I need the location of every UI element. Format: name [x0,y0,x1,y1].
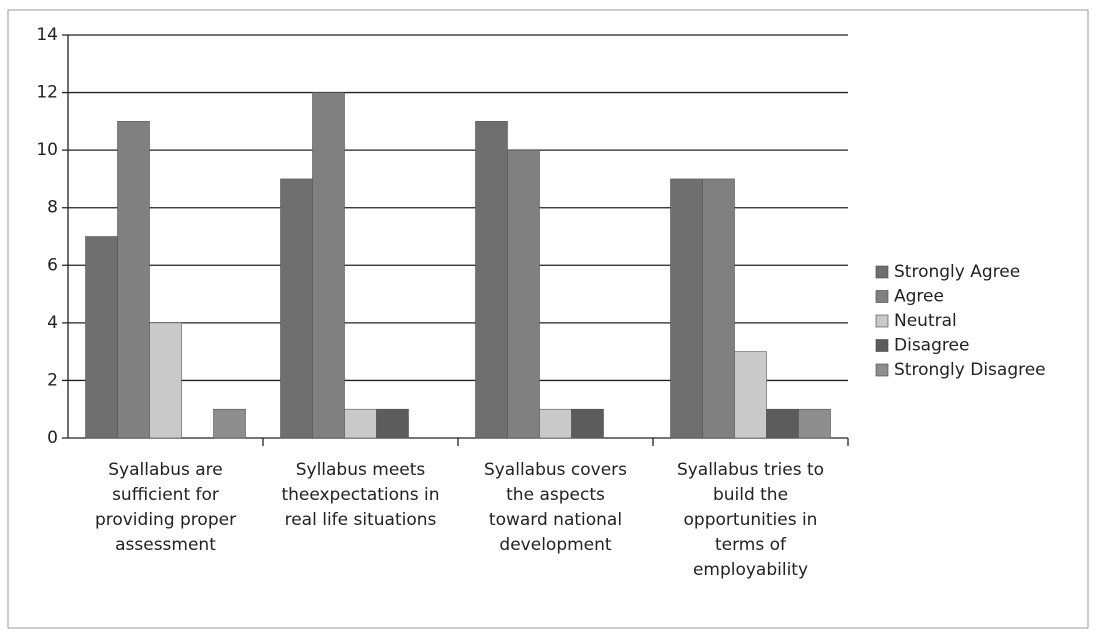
bar [149,322,182,439]
legend-label: Strongly Agree [894,262,1020,282]
bar [507,149,540,439]
bar [280,178,313,439]
x-tick-label: Syallabus are sufficient for providing pro… [95,460,236,555]
bar [475,121,508,439]
legend-label: Strongly Disagree [894,360,1046,380]
legend-swatch [875,314,889,328]
y-tick-label: 0 [47,428,58,448]
y-tick-label: 14 [36,25,58,45]
y-tick-label: 2 [47,370,58,390]
legend-swatch [875,290,889,303]
legend-swatch [875,363,889,377]
bar [734,351,767,439]
bar [312,92,345,439]
bar [117,121,150,439]
bar [85,236,118,439]
x-tick-label: Syallabus tries to build the opportunities… [677,460,824,580]
bar [344,408,377,439]
legend-swatch [875,265,889,279]
y-tick-label: 8 [47,198,58,218]
y-tick-label: 12 [36,83,58,103]
bar [376,408,409,439]
x-tick-label: Syallabus covers the aspects toward nation… [484,460,627,555]
y-tick-label: 10 [36,140,58,160]
legend-label: Neutral [894,311,957,331]
bar [213,408,246,439]
chart-border [7,9,1089,629]
bar [702,178,735,439]
legend-label: Agree [894,287,944,307]
y-tick-label: 6 [47,255,58,275]
bar [539,408,572,439]
x-tick-label: Syllabus meets theexpectations in real lif… [281,460,439,530]
bar [798,408,831,439]
y-tick-label: 4 [47,313,58,333]
bar [670,178,703,439]
bar [766,408,799,439]
legend-swatch [875,339,889,352]
bar [571,408,604,439]
legend-label: Disagree [894,336,969,356]
